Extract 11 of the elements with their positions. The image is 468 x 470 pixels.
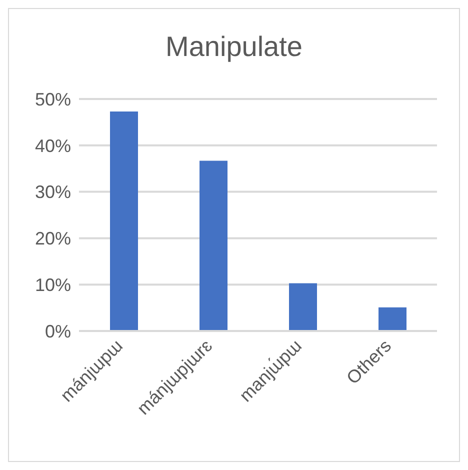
bar <box>200 160 228 331</box>
y-tick-label: 40% <box>34 136 71 156</box>
bar <box>378 307 406 331</box>
y-tick-label: 50% <box>34 89 71 110</box>
y-tick-label: 30% <box>34 182 71 202</box>
y-tick-label: 10% <box>34 274 71 295</box>
chart-title: Manipulate <box>164 30 304 64</box>
bar <box>289 283 317 331</box>
y-tick-label: 0% <box>44 321 71 342</box>
y-tick-label: 20% <box>34 228 71 249</box>
bar <box>110 112 138 331</box>
